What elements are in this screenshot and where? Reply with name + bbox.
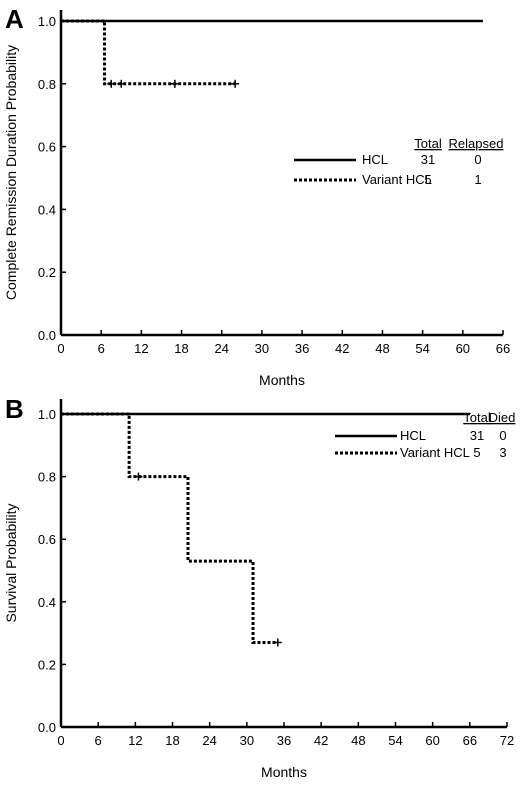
x-tick-label: 30 — [240, 733, 254, 748]
series-line-variant-hcl — [61, 19, 236, 86]
x-tick-label: 36 — [295, 341, 309, 356]
x-tick-label: 48 — [375, 341, 389, 356]
y-axis-label: Survival Probability — [3, 503, 19, 622]
y-tick-label: 0.8 — [38, 77, 56, 92]
legend-events-value: 0 — [499, 428, 506, 443]
legend-header-total: Total — [414, 136, 442, 151]
legend-total-value: 31 — [470, 428, 484, 443]
panel-b: B0 6 12 18 24 30 36 42 48 54 60 66 720.00.20.40.60.8… — [3, 394, 515, 780]
x-tick-label: 24 — [214, 341, 228, 356]
legend-events-value: 1 — [474, 172, 481, 187]
x-tick-label: 12 — [134, 341, 148, 356]
legend-series-name: HCL — [400, 428, 426, 443]
y-axis-label: Complete Remission Duration Probability — [3, 45, 19, 300]
x-tick-label: 18 — [165, 733, 179, 748]
x-tick-label: 54 — [415, 341, 429, 356]
y-tick-label: 0.0 — [38, 720, 56, 735]
x-tick-label: 48 — [351, 733, 365, 748]
legend-events-value: 3 — [499, 445, 506, 460]
y-tick-label: 0.4 — [38, 595, 56, 610]
x-tick-label: 0 — [57, 341, 64, 356]
legend-header-total: Total — [463, 410, 491, 425]
legend-series-name: HCL — [362, 152, 388, 167]
x-tick-label: 72 — [500, 733, 514, 748]
y-tick-label: 0.4 — [38, 202, 56, 217]
y-tick-label: 1.0 — [38, 14, 56, 29]
legend-header-events: Relapsed — [449, 136, 504, 151]
panel-letter: A — [5, 4, 24, 34]
x-tick-label: 60 — [425, 733, 439, 748]
y-tick-label: 0.6 — [38, 532, 56, 547]
x-tick-label: 30 — [255, 341, 269, 356]
x-tick-label: 66 — [496, 341, 510, 356]
panel-letter: B — [5, 394, 24, 424]
series-line-variant-hcl — [61, 412, 278, 644]
legend-total-value: 31 — [421, 152, 435, 167]
x-tick-label: 42 — [335, 341, 349, 356]
x-axis-label: Months — [261, 764, 307, 780]
x-tick-label: 42 — [314, 733, 328, 748]
y-tick-label: 0.0 — [38, 328, 56, 343]
panel-a: A 0 6 12 18 24 30 36 42 48 54 60 66 0.0 0.2 0.4 0.6 0.8 1.… — [3, 4, 510, 388]
x-tick-label: 60 — [456, 341, 470, 356]
legend-header-events: Died — [489, 410, 516, 425]
y-tick-label: 1.0 — [38, 407, 56, 422]
legend-series-name: Variant HCL — [362, 172, 432, 187]
x-tick-label: 6 — [98, 341, 105, 356]
y-tick-label: 0.2 — [38, 657, 56, 672]
x-tick-label: 54 — [388, 733, 402, 748]
x-axis-label: Months — [259, 372, 305, 388]
x-tick-label: 36 — [277, 733, 291, 748]
x-tick-label: 18 — [174, 341, 188, 356]
x-tick-label: 24 — [202, 733, 216, 748]
x-tick-label: 12 — [128, 733, 142, 748]
y-tick-label: 0.8 — [38, 470, 56, 485]
legend-events-value: 0 — [474, 152, 481, 167]
legend-total-value: 5 — [424, 172, 431, 187]
x-tick-label: 66 — [463, 733, 477, 748]
x-tick-label: 6 — [95, 733, 102, 748]
legend-total-value: 5 — [473, 445, 480, 460]
y-tick-label: 0.6 — [38, 140, 56, 155]
legend-series-name: Variant HCL — [400, 445, 470, 460]
x-tick-label: 0 — [57, 733, 64, 748]
y-tick-label: 0.2 — [38, 265, 56, 280]
